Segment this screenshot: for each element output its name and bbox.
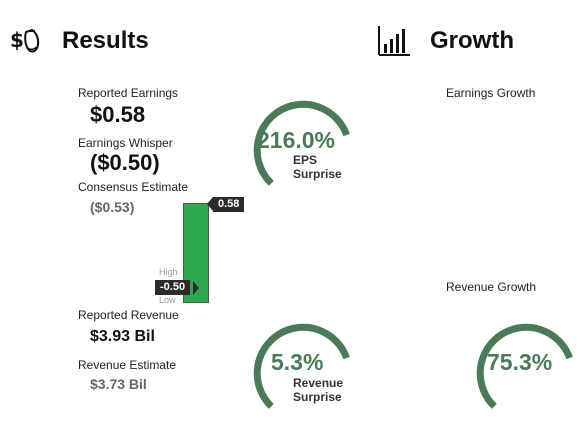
growth-header: Growth: [376, 24, 576, 58]
low-tag-pointer: [193, 281, 199, 295]
svg-text:$: $: [10, 28, 24, 52]
earnings-whisper-label: Earnings Whisper: [78, 136, 173, 150]
revenue-surprise-gauge: 5.3% Revenue Surprise: [251, 313, 351, 413]
low-label: Low: [159, 295, 176, 305]
revenue-gauge-arc: [253, 323, 350, 409]
growth-title: Growth: [430, 27, 514, 54]
revenue-growth-percent: 75.3%: [487, 349, 553, 375]
low-value-tag: -0.50: [155, 280, 191, 295]
eps-surprise-line2: Surprise: [293, 167, 342, 181]
revenue-surprise-percent: 5.3%: [271, 349, 324, 375]
eps-gauge-arc: [253, 100, 350, 186]
high-value-tag: 0.58: [213, 197, 245, 212]
reported-earnings-label: Reported Earnings: [78, 86, 179, 100]
earnings-whisper-value: ($0.50): [90, 150, 160, 175]
consensus-estimate-label: Consensus Estimate: [78, 180, 189, 194]
eps-surprise-gauge: 216.0% EPS Surprise: [251, 90, 351, 190]
eps-surprise-line1: EPS: [293, 153, 318, 167]
consensus-estimate-value: ($0.53): [90, 199, 135, 215]
revenue-growth-arc: [476, 323, 573, 409]
money-bag-icon: $: [10, 26, 42, 56]
revenue-growth-gauge: 75.3%: [474, 313, 574, 413]
high-tag-pointer: [207, 197, 213, 211]
revenue-growth-label: Revenue Growth: [446, 280, 537, 294]
eps-surprise-percent: 216.0%: [257, 127, 336, 153]
reported-revenue-value: $3.93 Bil: [90, 328, 155, 345]
revenue-surprise-line2: Surprise: [293, 390, 342, 404]
revenue-estimate-value: $3.73 Bil: [90, 376, 147, 392]
bar-chart-icon: [376, 24, 412, 58]
revenue-estimate-label: Revenue Estimate: [78, 358, 177, 372]
reported-earnings-value: $0.58: [90, 102, 146, 127]
earnings-growth-label: Earnings Growth: [446, 86, 536, 100]
revenue-surprise-line1: Revenue: [293, 376, 344, 390]
reported-revenue-label: Reported Revenue: [78, 308, 179, 322]
results-header: $ Results: [10, 24, 210, 58]
high-label: High: [159, 267, 178, 277]
results-title: Results: [62, 27, 149, 54]
